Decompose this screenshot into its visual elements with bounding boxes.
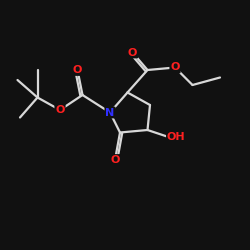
Text: N: N [106,108,115,118]
Text: O: O [170,62,180,72]
Text: O: O [128,48,137,58]
Text: O: O [55,105,65,115]
Text: O: O [73,65,82,75]
Text: O: O [110,155,120,165]
Text: OH: OH [167,132,186,142]
